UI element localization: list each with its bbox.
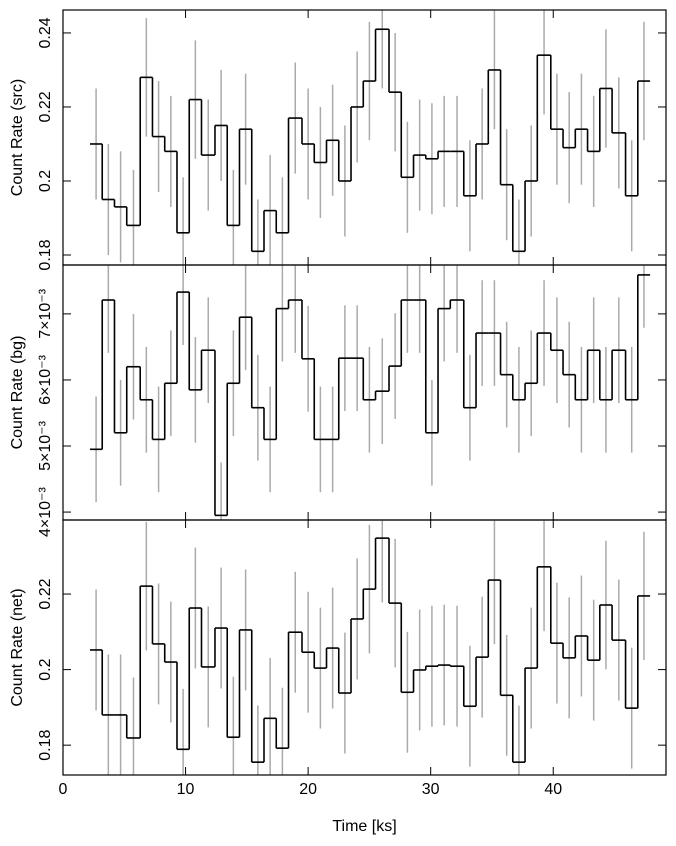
x-tick-label: 0 [59,781,68,798]
panel [89,265,651,520]
y-tick-label: 0.18 [37,239,54,270]
y-tick-label: 5×10⁻³ [37,420,54,470]
y-tick-label: 6×10⁻³ [37,354,54,404]
y-axis-label: Count Rate (net) [9,588,26,706]
y-tick-label: 0.2 [37,170,54,192]
y-tick-label: 0.22 [37,91,54,122]
y-tick-label: 0.22 [37,578,54,609]
y-axis-label: Count Rate (src) [9,79,26,196]
y-tick-label: 7×10⁻³ [37,288,54,338]
y-axis-label: Count Rate (bg) [9,336,26,450]
y-tick-label: 0.24 [37,17,54,48]
y-tick-label: 0.2 [37,658,54,680]
plot-frame [62,519,667,776]
x-tick-label: 30 [422,781,440,798]
x-tick-label: 40 [544,781,562,798]
y-tick-label: 0.18 [37,729,54,760]
panel [89,10,651,265]
x-tick-label: 20 [299,781,317,798]
x-axis-label: Time [ks] [332,818,396,835]
panel [89,520,651,775]
x-tick-label: 10 [177,781,195,798]
y-tick-label: 4×10⁻³ [37,486,54,536]
